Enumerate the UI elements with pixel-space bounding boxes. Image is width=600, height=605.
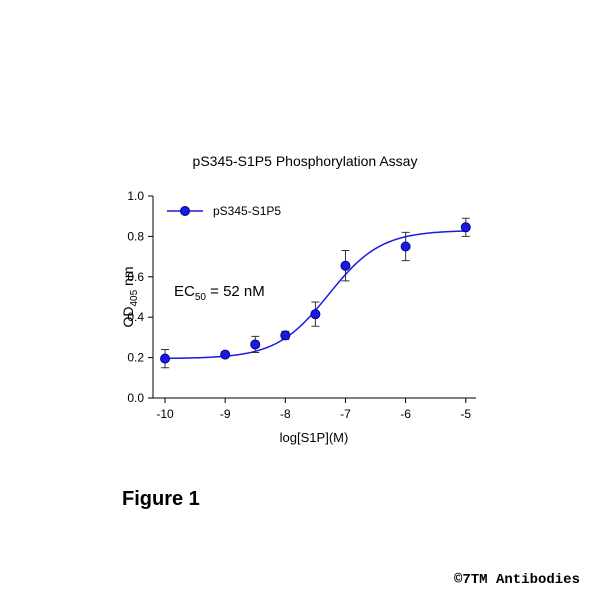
y-label-rest: nm — [120, 266, 136, 289]
y-tick-label: 0.0 — [127, 391, 144, 405]
data-point — [400, 241, 411, 252]
y-axis-label: OD405 nm — [120, 266, 140, 327]
x-tick-label: -7 — [340, 407, 351, 421]
x-tick-label: -10 — [156, 407, 174, 421]
y-label-sub: 405 — [129, 289, 140, 306]
x-tick-label: -9 — [220, 407, 231, 421]
y-tick-label: 0.6 — [127, 270, 144, 284]
annotation-main: EC — [174, 283, 195, 300]
chart-title: pS345-S1P5 Phosphorylation Assay — [193, 153, 418, 169]
y-label-main: OD — [120, 307, 136, 328]
x-axis-label: log[S1P](M) — [280, 430, 349, 445]
y-tick-label: 0.2 — [127, 351, 144, 365]
annotation-rest: = 52 nM — [206, 283, 265, 300]
data-point — [220, 349, 231, 360]
legend-label: pS345-S1P5 — [213, 204, 281, 218]
data-point — [160, 353, 171, 364]
credit: ©7TM Antibodies — [454, 572, 580, 588]
data-point — [310, 309, 321, 320]
y-tick-label: 1.0 — [127, 189, 144, 203]
figure-label: Figure 1 — [122, 488, 200, 510]
y-tick-label: 0.8 — [127, 229, 144, 243]
y-tick-label: 0.4 — [127, 310, 144, 324]
legend-marker — [180, 206, 190, 216]
x-tick-label: -6 — [400, 407, 411, 421]
annotation: EC50 = 52 nM — [174, 283, 265, 303]
x-tick-label: -8 — [280, 407, 291, 421]
annotation-sub: 50 — [195, 292, 207, 303]
data-point — [250, 339, 261, 350]
data-point — [280, 330, 291, 341]
data-point — [460, 222, 471, 233]
data-point — [340, 260, 351, 271]
x-tick-label: -5 — [460, 407, 471, 421]
